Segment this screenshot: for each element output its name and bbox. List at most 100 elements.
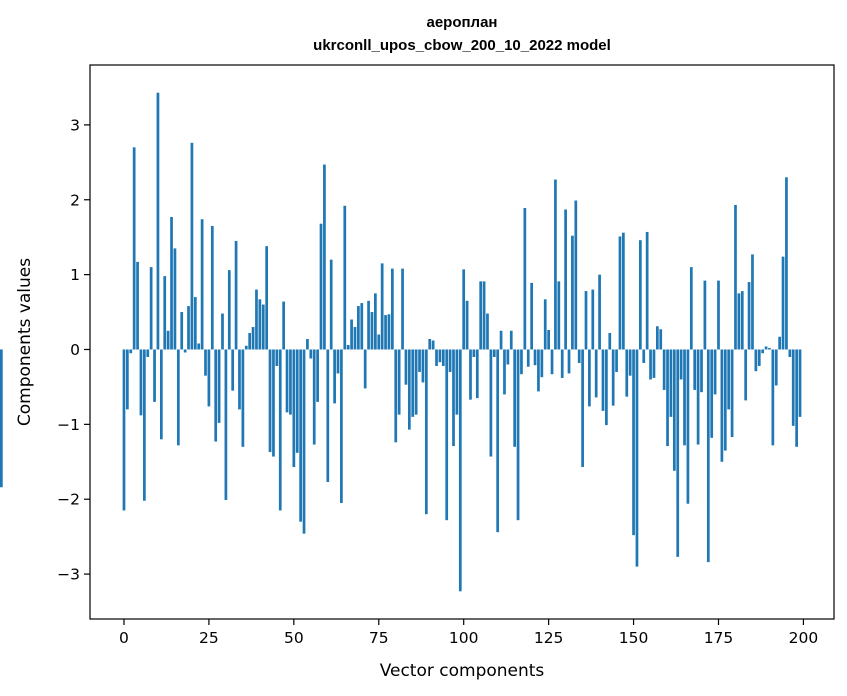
- bar-15: [173, 248, 177, 350]
- bar-137: [588, 349, 591, 407]
- bar-95: [445, 349, 449, 521]
- bar-146: [618, 236, 622, 350]
- bar-53: [302, 349, 306, 534]
- bar-165: [683, 349, 686, 446]
- y-tick-label-3: 3: [70, 116, 80, 134]
- bar-121: [533, 349, 537, 366]
- bar-55: [309, 349, 313, 359]
- bar-25: [207, 349, 211, 407]
- bar-80: [394, 349, 398, 443]
- bar-52: [299, 349, 302, 522]
- bar-28: [217, 349, 221, 423]
- bar-42: [265, 246, 269, 350]
- bar-126: [550, 349, 554, 375]
- bar-106: [482, 281, 486, 350]
- chart-title-line2: ukrconll_upos_cbow_200_10_2022 model: [313, 37, 611, 54]
- bar-22: [197, 343, 201, 350]
- bar-16: [176, 349, 180, 446]
- bar-86: [414, 349, 418, 415]
- bar-182: [740, 291, 744, 350]
- bar-39: [255, 289, 258, 350]
- bar-41: [261, 304, 265, 350]
- bar-188: [761, 349, 765, 354]
- bar-114: [509, 330, 513, 350]
- bar-10: [156, 92, 160, 350]
- bar-21: [193, 297, 197, 350]
- bar-131: [567, 349, 571, 374]
- bar-160: [666, 349, 669, 447]
- x-tick-label-100: 100: [449, 629, 479, 647]
- bar-70: [360, 303, 364, 350]
- x-tick-label-25: 25: [199, 629, 219, 647]
- bar-117: [520, 349, 523, 375]
- bar-0: [122, 349, 126, 511]
- bar-153: [642, 349, 646, 363]
- bar-77: [384, 315, 387, 350]
- x-tick-label-0: 0: [119, 629, 129, 647]
- x-tick-label-200: 200: [789, 629, 819, 647]
- bar-5: [139, 349, 143, 416]
- bar-4: [136, 261, 139, 350]
- bar-48: [285, 349, 289, 413]
- bar-72: [367, 300, 370, 350]
- bar-26: [210, 225, 214, 350]
- bar-124: [543, 299, 547, 350]
- bar-68: [353, 327, 357, 350]
- bar-109: [492, 349, 496, 357]
- bar-31: [227, 270, 231, 350]
- bar-91: [431, 340, 435, 350]
- bar-130: [564, 209, 567, 350]
- bar-74: [374, 293, 377, 350]
- bar-112: [503, 349, 506, 395]
- bar-195: [785, 177, 788, 350]
- bar-67: [350, 319, 353, 350]
- bar-161: [669, 349, 673, 417]
- bar-96: [448, 349, 452, 372]
- bar-158: [659, 329, 663, 350]
- bar-152: [638, 240, 642, 350]
- bar-57: [316, 349, 319, 402]
- bar-166: [686, 349, 690, 504]
- bar-104: [475, 349, 479, 399]
- bar-168: [693, 349, 697, 390]
- bar-156: [652, 349, 656, 378]
- bar-136: [584, 291, 588, 350]
- bar-120: [530, 282, 534, 350]
- bar-58: [319, 223, 323, 350]
- y-tick-label--3: −3: [57, 566, 80, 584]
- x-tick-label-50: 50: [284, 629, 304, 647]
- bar-100: [462, 269, 466, 350]
- bar-122: [537, 349, 540, 392]
- bar-series: [0, 92, 802, 592]
- bar-76: [380, 263, 384, 350]
- bar-23: [200, 219, 204, 350]
- bar-142: [605, 349, 608, 426]
- bar-40: [258, 299, 262, 350]
- bar-71: [363, 349, 367, 389]
- bar-173: [710, 349, 714, 438]
- bar-99: [458, 349, 462, 592]
- bar-127: [554, 179, 557, 350]
- bar-197: [791, 349, 795, 426]
- bar-47: [282, 301, 286, 350]
- bar-103: [472, 349, 476, 357]
- bar-150: [632, 349, 635, 536]
- bar-81: [397, 349, 401, 415]
- bar-60: [326, 349, 330, 482]
- bar-12: [163, 276, 167, 350]
- bar-2: [129, 349, 133, 354]
- bar-32: [231, 349, 235, 391]
- bar-159: [662, 349, 666, 390]
- bar-20: [190, 142, 194, 350]
- bar-167: [689, 267, 693, 350]
- bar-194: [781, 256, 785, 350]
- x-tick-label-150: 150: [619, 629, 649, 647]
- bar-35: [241, 349, 245, 447]
- bar-133: [574, 200, 578, 350]
- bar-186: [754, 349, 758, 372]
- bar-196: [788, 349, 792, 357]
- bar-90: [428, 339, 432, 350]
- bar-193: [778, 336, 782, 350]
- bar-139: [594, 349, 598, 398]
